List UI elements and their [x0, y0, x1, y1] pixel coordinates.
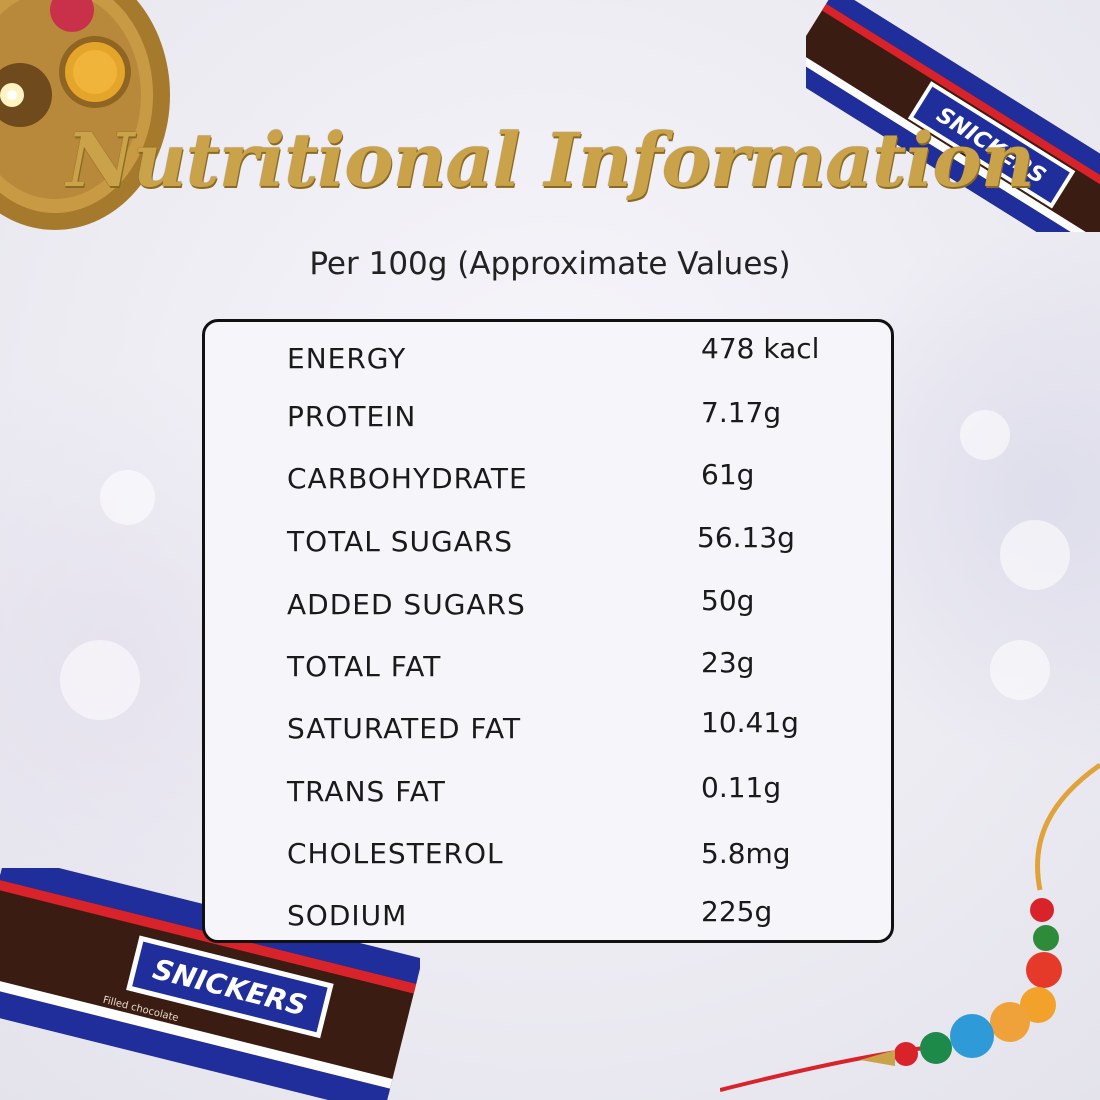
nutrient-label: ENERGY	[287, 342, 407, 375]
table-row: PROTEIN 7.17g	[205, 396, 891, 444]
nutrient-label: CARBOHYDRATE	[287, 462, 528, 495]
table-row: TRANS FAT 0.11g	[205, 771, 891, 819]
pooja-thali-image	[0, 0, 170, 230]
table-row: ENERGY 478 kacl	[205, 332, 891, 386]
page-title: Nutritional Information	[66, 118, 1034, 204]
nutrient-value: 5.8mg	[701, 837, 791, 870]
nutrient-label: TOTAL FAT	[287, 650, 442, 683]
nutrient-value: 7.17g	[701, 396, 782, 429]
nutrient-value: 56.13g	[697, 521, 795, 554]
snickers-bar-image: SNICKERS Filled chocolate	[0, 868, 420, 1100]
nutrient-value: 50g	[701, 584, 755, 617]
nutrient-label: TOTAL SUGARS	[287, 525, 514, 558]
nutrient-label: CHOLESTEROL	[287, 837, 504, 870]
nutrient-label: SATURATED FAT	[287, 712, 522, 745]
table-row: SODIUM 225g	[205, 895, 891, 943]
nutrient-label: PROTEIN	[287, 400, 417, 433]
nutrient-value: 23g	[701, 646, 755, 679]
nutrient-value: 225g	[701, 895, 773, 928]
nutrient-value: 61g	[701, 458, 755, 491]
snickers-bar-image: SNICKERS	[806, 0, 1100, 232]
nutrition-table: ENERGY 478 kacl PROTEIN 7.17g CARBOHYDRA…	[202, 319, 894, 943]
rakhi-image	[720, 762, 1100, 1092]
nutrient-value: 478 kacl	[701, 332, 820, 365]
table-row: TOTAL FAT 23g	[205, 646, 891, 694]
bokeh-light	[990, 640, 1050, 700]
nutrient-label: SODIUM	[287, 899, 408, 932]
table-row: SATURATED FAT 10.41g	[205, 706, 891, 756]
page-subtitle: Per 100g (Approximate Values)	[309, 246, 791, 282]
table-row: ADDED SUGARS 50g	[205, 584, 891, 632]
table-row: TOTAL SUGARS 56.13g	[205, 521, 891, 569]
bokeh-light	[1000, 520, 1070, 590]
nutrient-label: TRANS FAT	[287, 775, 446, 808]
table-row: CHOLESTEROL 5.8mg	[205, 837, 891, 881]
table-row: CARBOHYDRATE 61g	[205, 458, 891, 506]
bokeh-light	[60, 640, 140, 720]
bokeh-light	[100, 470, 155, 525]
nutrient-value: 10.41g	[701, 706, 799, 739]
bokeh-light	[960, 410, 1010, 460]
nutrient-label: ADDED SUGARS	[287, 588, 526, 621]
nutrient-value: 0.11g	[701, 771, 782, 804]
